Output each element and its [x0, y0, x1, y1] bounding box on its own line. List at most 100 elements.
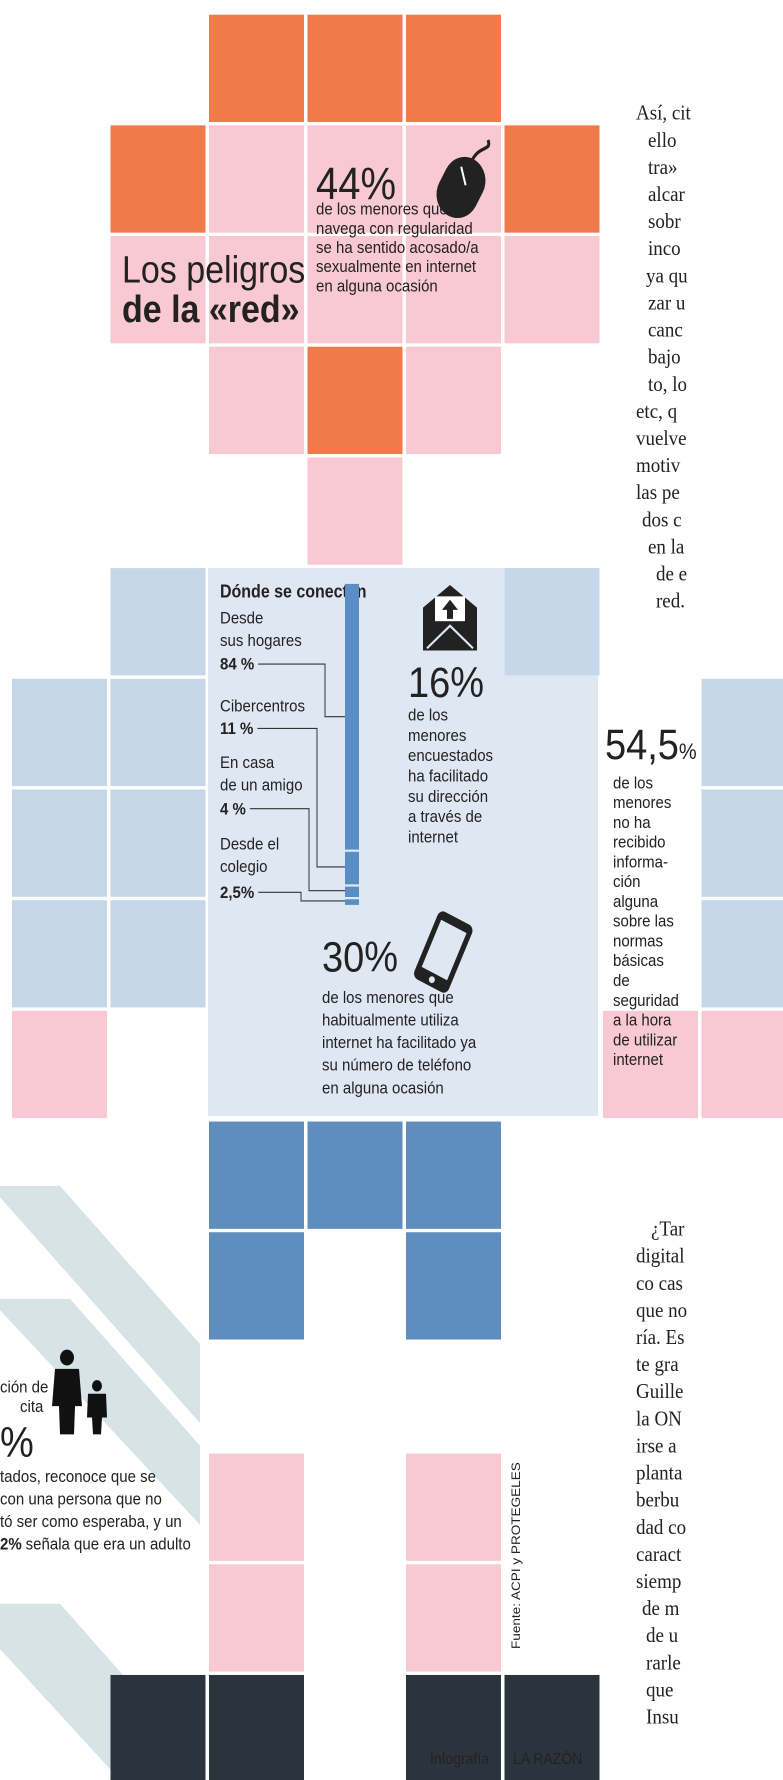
bar-segment	[345, 852, 359, 885]
bar-segment	[345, 584, 359, 850]
body-text: que	[646, 1678, 673, 1701]
stat-text: normas	[613, 933, 663, 951]
stat-value: 16%	[408, 658, 484, 707]
body-text: de m	[642, 1597, 680, 1620]
body-text: las pe	[636, 481, 680, 504]
stat-value: 30%	[322, 932, 398, 981]
body-text: de e	[656, 563, 687, 586]
tile	[111, 1675, 206, 1780]
stat-text: a la hora	[613, 1012, 671, 1030]
stat-text: encuestados	[408, 747, 493, 765]
body-text: sobr	[648, 210, 681, 233]
body-text: rarle	[646, 1651, 681, 1674]
page: Los peligrosde la «red»44%de los menores…	[0, 0, 783, 1780]
stat-text: en alguna ocasión	[316, 278, 438, 296]
tile	[209, 1232, 304, 1339]
connect-label: En casa	[220, 754, 274, 772]
body-text: ría. Es	[636, 1326, 685, 1349]
body-text: irse a	[636, 1434, 677, 1457]
stat-text: su número de teléfono	[322, 1057, 471, 1075]
stat-text: de los	[613, 775, 653, 793]
body-text: te gra	[636, 1353, 679, 1376]
tile	[406, 347, 501, 454]
stat-text: sobre las	[613, 913, 674, 931]
tile	[702, 1011, 783, 1118]
stat-text: seguridad	[613, 992, 679, 1010]
body-text: ya qu	[646, 264, 688, 287]
body-text: dos c	[642, 508, 682, 531]
source: Fuente: ACPI y PROTEGELES	[509, 1462, 523, 1649]
tile	[702, 679, 783, 786]
tile	[209, 347, 304, 454]
stat-text: a través de	[408, 808, 482, 826]
stat-text: ción	[613, 873, 641, 891]
connect-label: Desde el	[220, 836, 279, 854]
body-text: to, lo	[648, 373, 687, 396]
tile	[111, 125, 206, 232]
tile	[12, 789, 107, 896]
connect-value: 4 %	[220, 801, 246, 819]
connect-value: 84 %	[220, 656, 254, 674]
body-text: vuelve	[636, 427, 687, 450]
tile	[12, 679, 107, 786]
credit: LA RAZÓN	[513, 1750, 582, 1768]
body-text: de u	[646, 1624, 678, 1647]
stat-text: de utilizar	[613, 1032, 678, 1050]
body-text: bajo	[648, 346, 681, 369]
stat-text: de los	[408, 707, 448, 725]
tile	[111, 900, 206, 1007]
stat-text: informa-	[613, 854, 668, 872]
body-text: etc, q	[636, 400, 677, 423]
tile	[209, 1564, 304, 1671]
body-text: canc	[648, 319, 683, 342]
body-text: red.	[656, 590, 685, 613]
tile	[702, 789, 783, 896]
body-text: Insu	[646, 1706, 679, 1729]
connect-value: 11 %	[220, 720, 253, 738]
stat-text: de	[613, 972, 630, 990]
tile	[308, 15, 403, 122]
tile	[111, 568, 206, 675]
connect-title: Dónde se conectan	[220, 582, 367, 602]
stat-text: recibido	[613, 834, 666, 852]
body-text: alcar	[648, 183, 685, 206]
stat-text: ha facilitado	[408, 768, 488, 786]
body-text: siemp	[636, 1570, 681, 1593]
tile	[505, 236, 600, 343]
fragment-text: 2%señala que era un adulto	[0, 1536, 191, 1554]
tile	[12, 900, 107, 1007]
body-text: ¿Tar	[651, 1218, 685, 1241]
tile	[111, 679, 206, 786]
tile	[209, 1675, 304, 1780]
stat-text: sexualmente en internet	[316, 258, 477, 276]
stat-text: menores	[408, 727, 466, 745]
body-text: co cas	[636, 1272, 683, 1295]
stat-text: su dirección	[408, 788, 488, 806]
title-line: de la «red»	[122, 287, 300, 330]
fragment-text: tados, reconoce que se	[0, 1468, 156, 1486]
tile	[209, 1122, 304, 1229]
stat-text: internet	[613, 1051, 664, 1069]
stat-text: de los menores que	[322, 989, 454, 1007]
tile	[209, 1454, 304, 1561]
body-text: berbu	[636, 1489, 679, 1512]
tile	[308, 1122, 403, 1229]
tile	[505, 568, 600, 675]
body-text: motiv	[636, 454, 681, 477]
tile	[406, 15, 501, 122]
title-line: Los peligros	[122, 247, 305, 290]
stat-text: no ha	[613, 814, 651, 832]
tile	[406, 1564, 501, 1671]
connect-value: 2,5%	[220, 884, 254, 902]
infographic: Los peligrosde la «red»44%de los menores…	[0, 0, 783, 1780]
stat-text: en alguna ocasión	[322, 1080, 444, 1098]
tile	[12, 1011, 107, 1118]
bar-segment	[345, 887, 359, 897]
body-text: caract	[636, 1543, 682, 1566]
stat-text: se ha sentido acosado/a	[316, 239, 479, 257]
stat-text: básicas	[613, 952, 664, 970]
stat-text: menores	[613, 794, 671, 812]
tile	[702, 900, 783, 1007]
tile	[505, 125, 600, 232]
connect-label: de un amigo	[220, 777, 303, 795]
